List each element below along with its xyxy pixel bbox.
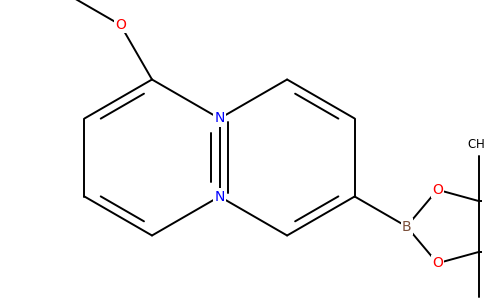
- Text: N: N: [214, 112, 225, 125]
- Text: N: N: [214, 190, 225, 203]
- Text: O: O: [432, 256, 443, 270]
- Text: O: O: [115, 18, 126, 32]
- Text: B: B: [402, 220, 411, 233]
- Text: CH$_3$: CH$_3$: [467, 138, 484, 153]
- Text: H$_3$C: H$_3$C: [42, 0, 66, 1]
- Text: O: O: [432, 183, 443, 197]
